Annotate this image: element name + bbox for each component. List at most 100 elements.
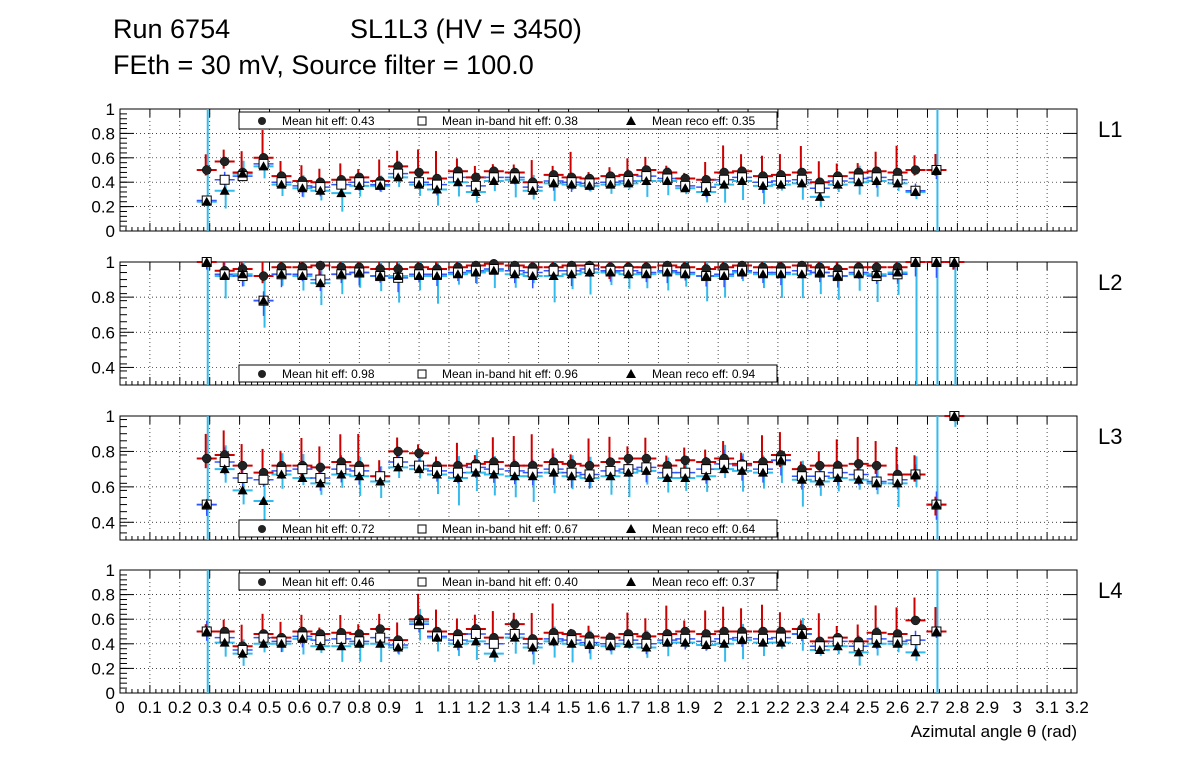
reco-marker <box>509 632 520 642</box>
data-bin <box>944 257 965 385</box>
data-bin <box>543 262 564 303</box>
reco-marker <box>488 469 499 479</box>
reco-marker <box>796 628 807 638</box>
hit-marker <box>910 165 921 175</box>
data-bin <box>618 446 639 498</box>
data-bin <box>827 439 848 492</box>
reco-marker <box>814 644 825 654</box>
legend-hit-label: Mean hit eff: 0.43 <box>282 114 375 128</box>
data-bin <box>905 257 926 385</box>
reco-marker <box>276 179 287 189</box>
reco-marker <box>701 271 712 281</box>
x-tick-label: 3.1 <box>1035 698 1059 717</box>
x-tick-label: 1.8 <box>646 698 670 717</box>
reco-marker <box>796 269 807 279</box>
reco-marker <box>605 179 616 189</box>
hit-marker <box>315 462 326 473</box>
y-tick-label: 0.4 <box>91 173 115 192</box>
data-bin <box>905 155 926 200</box>
legend-inband-label: Mean in-band hit eff: 0.96 <box>442 367 578 381</box>
inband-marker <box>910 635 921 646</box>
x-tick-label: 1.6 <box>587 698 611 717</box>
x-axis-title: Azimutal angle θ (rad) <box>911 722 1077 741</box>
data-bin <box>618 158 639 190</box>
data-bin <box>636 437 657 485</box>
legend-hit-label: Mean hit eff: 0.46 <box>282 575 375 589</box>
panel-l2: 0.4 0.6 0.8 1 L2 Mean hit eff: 0.98 Mean in-ba… <box>91 253 1122 386</box>
reco-marker <box>737 635 748 645</box>
reco-marker <box>237 648 248 658</box>
hit-marker <box>201 453 212 464</box>
reco-marker <box>527 642 538 652</box>
reco-marker <box>201 499 212 509</box>
reco-marker <box>470 267 481 277</box>
reco-marker <box>680 269 691 279</box>
data-bin <box>447 618 468 656</box>
x-tick-label: 2.2 <box>766 698 790 717</box>
reco-marker <box>488 175 499 185</box>
data-bin <box>409 149 430 196</box>
data-bin <box>465 260 486 285</box>
data-bin <box>848 436 869 490</box>
data-bin <box>427 456 448 495</box>
reco-marker <box>775 269 786 279</box>
reco-marker <box>237 269 248 279</box>
data-bin <box>561 454 582 490</box>
reco-marker <box>219 271 230 281</box>
x-tick-label: 1.4 <box>527 698 551 717</box>
y-tick-label: 0.6 <box>91 478 115 497</box>
reco-marker <box>258 295 269 305</box>
reco-marker <box>219 464 230 474</box>
reco-marker <box>548 467 559 477</box>
data-bin <box>504 436 525 498</box>
inband-marker <box>219 174 230 185</box>
reco-marker <box>566 471 577 481</box>
reco-marker <box>910 186 921 196</box>
hit-marker <box>315 260 326 271</box>
inband-marker <box>814 183 825 194</box>
reco-marker <box>853 269 864 279</box>
data-bin <box>232 444 253 505</box>
data-bin <box>770 154 791 191</box>
reco-marker <box>662 267 673 277</box>
data-bin <box>214 430 235 483</box>
reco-marker <box>219 185 230 195</box>
reco-marker <box>258 496 269 506</box>
reco-marker <box>853 474 864 484</box>
reco-marker <box>527 185 538 195</box>
data-bin <box>732 608 753 660</box>
reco-marker <box>336 641 347 651</box>
reco-marker <box>701 471 712 481</box>
reco-marker <box>605 471 616 481</box>
data-bin <box>447 262 468 285</box>
panel-label: L2 <box>1098 270 1122 295</box>
reco-marker <box>832 271 843 281</box>
data-bin <box>675 172 696 195</box>
data-bin <box>752 155 773 205</box>
data-bin <box>926 257 947 385</box>
reco-marker <box>623 178 634 188</box>
data-bin <box>657 165 678 196</box>
data-bin <box>196 109 217 231</box>
data-bin <box>561 151 582 192</box>
y-tick-label: 0.4 <box>91 513 115 532</box>
reco-marker <box>623 638 634 648</box>
reco-marker <box>584 640 595 650</box>
reco-marker <box>757 637 768 647</box>
data-bin <box>214 619 235 657</box>
data-bin <box>926 570 947 693</box>
data-bin <box>579 438 600 489</box>
data-bin <box>409 444 430 479</box>
data-bin <box>887 607 908 653</box>
data-bin <box>752 262 773 289</box>
x-tick-label: 1 <box>414 698 423 717</box>
reco-marker <box>832 179 843 189</box>
legend-reco-label: Mean reco eff: 0.35 <box>652 114 756 128</box>
legend-inband-marker <box>417 577 427 587</box>
data-bin <box>522 262 543 289</box>
data-bin <box>483 437 504 496</box>
legend-frame <box>238 364 778 383</box>
reco-marker <box>796 474 807 484</box>
reco-marker <box>623 269 634 279</box>
reco-marker <box>354 471 365 481</box>
